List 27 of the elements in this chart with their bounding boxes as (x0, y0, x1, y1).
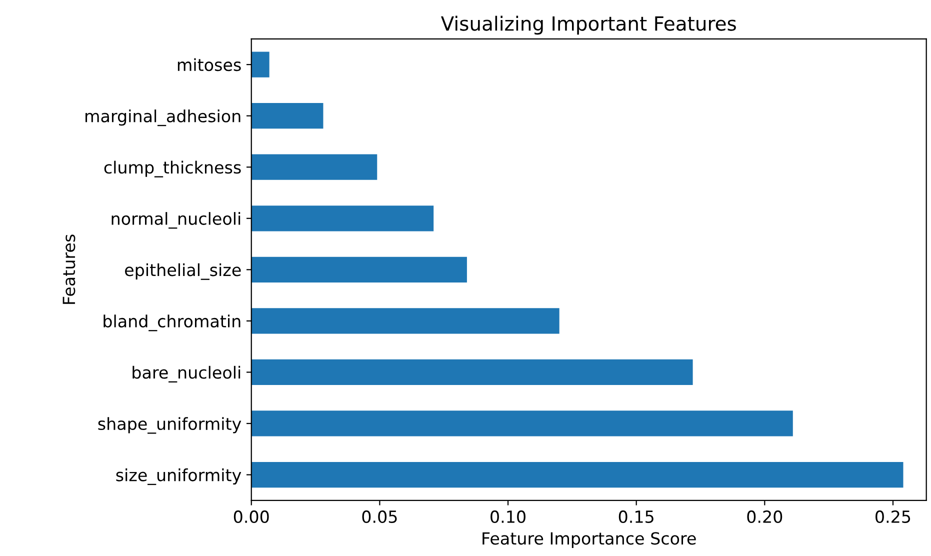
y-tick-label: mitoses (178, 58, 241, 72)
x-tick-label: 0.00 (234, 510, 269, 524)
bar (251, 154, 378, 180)
bar (251, 462, 904, 488)
y-tick-label: shape_uniformity (98, 417, 242, 434)
y-tick-label: normal_nucleoli (112, 212, 240, 229)
bar (251, 206, 434, 232)
x-tick-label: 0.20 (747, 510, 782, 524)
bar (251, 308, 560, 334)
x-tick-label: 0.15 (618, 510, 654, 524)
y-tick-label: clump_thickness (104, 160, 241, 178)
y-tick-label: size_uniformity (116, 468, 242, 486)
y-tick-label: bland_chromatin (104, 314, 240, 332)
chart-title: Visualizing Important Features (440, 16, 736, 35)
bar (251, 359, 693, 386)
y-tick-label: epithelial_size (124, 263, 241, 280)
bar (251, 103, 324, 129)
y-axis-title: Features (62, 234, 76, 304)
y-tick-label: bare_nucleoli (132, 366, 240, 382)
x-tick-label: 0.05 (362, 510, 397, 524)
bar (251, 256, 467, 282)
bar (251, 410, 793, 436)
y-tick-label: marginal_adhesion (86, 110, 240, 126)
x-tick-label: 0.25 (876, 510, 910, 524)
bar (251, 52, 270, 78)
x-tick-label: 0.10 (490, 510, 526, 524)
x-axis-title: Feature Importance Score (482, 532, 696, 548)
